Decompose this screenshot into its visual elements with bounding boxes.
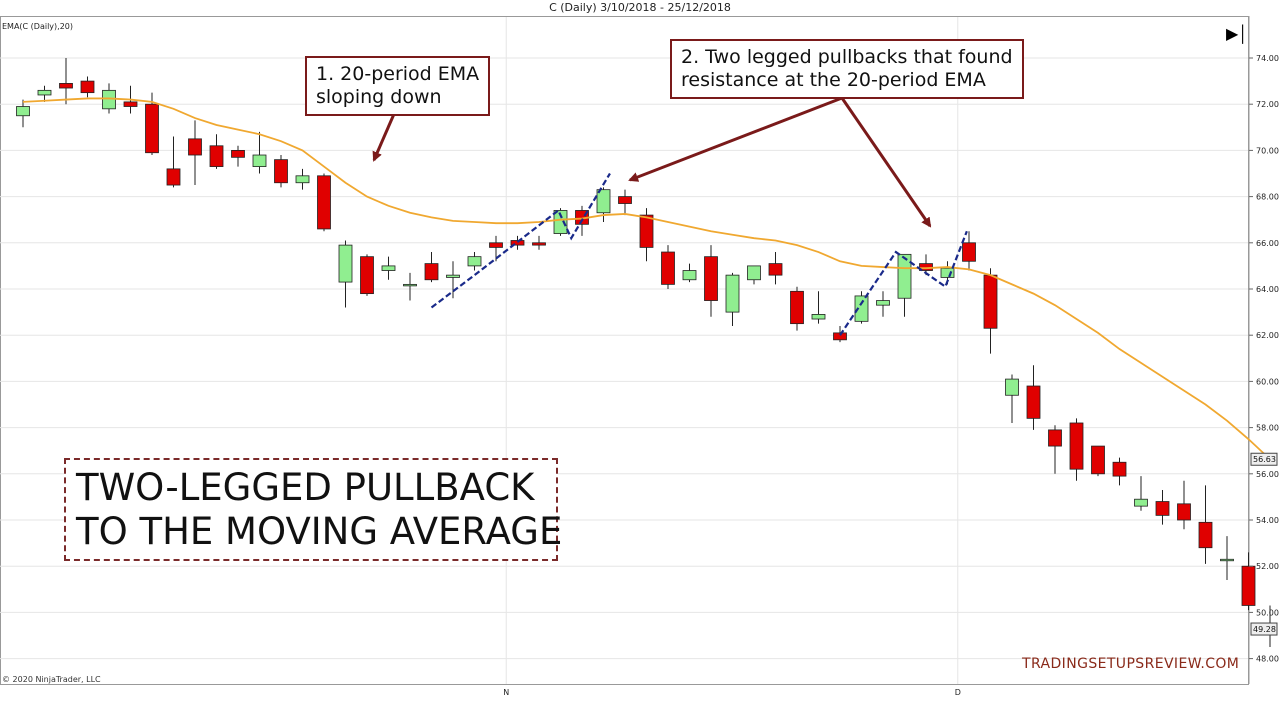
price-tag-label: 56.63 (1253, 455, 1276, 464)
candle-down (59, 83, 73, 89)
candle-up (553, 210, 568, 234)
candle-down (704, 256, 718, 301)
candle-up (747, 265, 761, 281)
candle-up (403, 283, 417, 287)
candle-up (1005, 378, 1019, 396)
candle-down (639, 214, 654, 248)
zigzag-polyline (839, 230, 968, 336)
copyright-text: © 2020 NinjaTrader, LLC (2, 675, 101, 684)
candle-down (80, 80, 95, 94)
candle-down (360, 256, 374, 295)
candle-up (1220, 558, 1234, 562)
candle-down (768, 263, 783, 276)
candle-down (962, 242, 976, 262)
y-tick-label: 56.00 (1256, 470, 1279, 479)
candle-up (467, 256, 482, 267)
candle-up (338, 244, 353, 283)
skip-to-end-icon[interactable]: ▶│ (1226, 26, 1249, 43)
candle-up (381, 265, 396, 271)
y-tick-label: 60.00 (1256, 377, 1279, 386)
annotation-arrow (372, 113, 396, 162)
candle-up (295, 175, 310, 184)
candle-down (1198, 521, 1213, 549)
candle-down (532, 242, 546, 246)
candle-down (1112, 461, 1127, 477)
candle-down (424, 263, 439, 281)
candle-down (1048, 429, 1062, 447)
zigzag-lines (430, 172, 968, 336)
y-tick-label: 70.00 (1256, 146, 1279, 155)
candle-down (274, 159, 288, 184)
headline-text: TWO-LEGGED PULLBACK TO THE MOVING AVERAG… (76, 466, 563, 553)
candle-up (897, 253, 912, 299)
candle-up (16, 106, 30, 117)
ema-line (22, 97, 1271, 460)
candle-up (102, 89, 116, 110)
y-tick-label: 68.00 (1256, 193, 1279, 202)
annotation-arrows (372, 96, 932, 228)
candle-up (876, 300, 890, 306)
headline-box: TWO-LEGGED PULLBACK TO THE MOVING AVERAG… (64, 458, 562, 561)
candle-down (145, 103, 159, 154)
y-tick-label: 64.00 (1256, 285, 1279, 294)
candle-down (510, 240, 525, 246)
candle-down (1069, 422, 1084, 470)
grid (0, 17, 1248, 684)
candle-up (596, 189, 611, 214)
candle-down (1155, 501, 1170, 516)
candle-up (811, 314, 826, 320)
price-axis: 48.00 50.00 52.00 54.00 56.00 58.00 60.00 62.00… (1249, 54, 1279, 664)
candle-up (1134, 498, 1148, 507)
y-tick-label: 50.00 (1256, 608, 1279, 617)
candle-down (188, 138, 202, 156)
candle-down (661, 251, 675, 285)
candle-down (790, 290, 804, 325)
y-tick-label: 74.00 (1256, 54, 1279, 63)
candle-up (854, 295, 869, 322)
candle-down (833, 332, 847, 341)
candle-up (725, 274, 740, 313)
candle-down (489, 242, 503, 248)
candle-down (1177, 503, 1191, 521)
indicator-label: EMA(C (Daily),20) (2, 22, 74, 31)
price-tag (1250, 622, 1278, 636)
candle-up (37, 89, 52, 96)
pullback-note: 2. Two legged pullbacks that found resis… (670, 39, 1024, 99)
zigzag-polyline (430, 172, 611, 309)
candle-down (1241, 565, 1256, 606)
candle-up (252, 154, 267, 167)
candle-down (1091, 445, 1105, 475)
y-tick-label: 52.00 (1256, 562, 1279, 571)
ema-polyline (22, 97, 1271, 460)
candle-down (123, 101, 138, 107)
brand-watermark: TRADINGSETUPSREVIEW.COM (1022, 656, 1240, 672)
y-tick-label: 66.00 (1256, 239, 1279, 248)
candle-down (209, 145, 224, 167)
candle-up (682, 270, 697, 281)
candle-down (983, 274, 998, 329)
x-tick-label: D (955, 688, 961, 697)
candle-down (317, 175, 331, 230)
candle-down (618, 196, 632, 204)
chart-title: C (Daily) 3/10/2018 - 25/12/2018 (549, 1, 731, 14)
y-tick-label: 62.00 (1256, 331, 1279, 340)
price-tag (1250, 452, 1278, 466)
x-tick-label: N (503, 688, 509, 697)
price-tag-label: 49.28 (1253, 625, 1276, 634)
annotation-arrow (840, 97, 932, 228)
candle-down (1026, 385, 1041, 419)
annotation-arrow (628, 96, 843, 182)
y-tick-label: 48.00 (1256, 655, 1279, 664)
candle-down (231, 149, 245, 158)
ema-note: 1. 20-period EMA sloping down (305, 56, 491, 116)
plot-area (0, 16, 1249, 685)
y-tick-label: 72.00 (1256, 100, 1279, 109)
candle-down (166, 168, 181, 186)
candle-up (940, 267, 955, 278)
y-tick-label: 58.00 (1256, 424, 1279, 433)
y-tick-label: 54.00 (1256, 516, 1279, 525)
candle-up (446, 274, 460, 278)
